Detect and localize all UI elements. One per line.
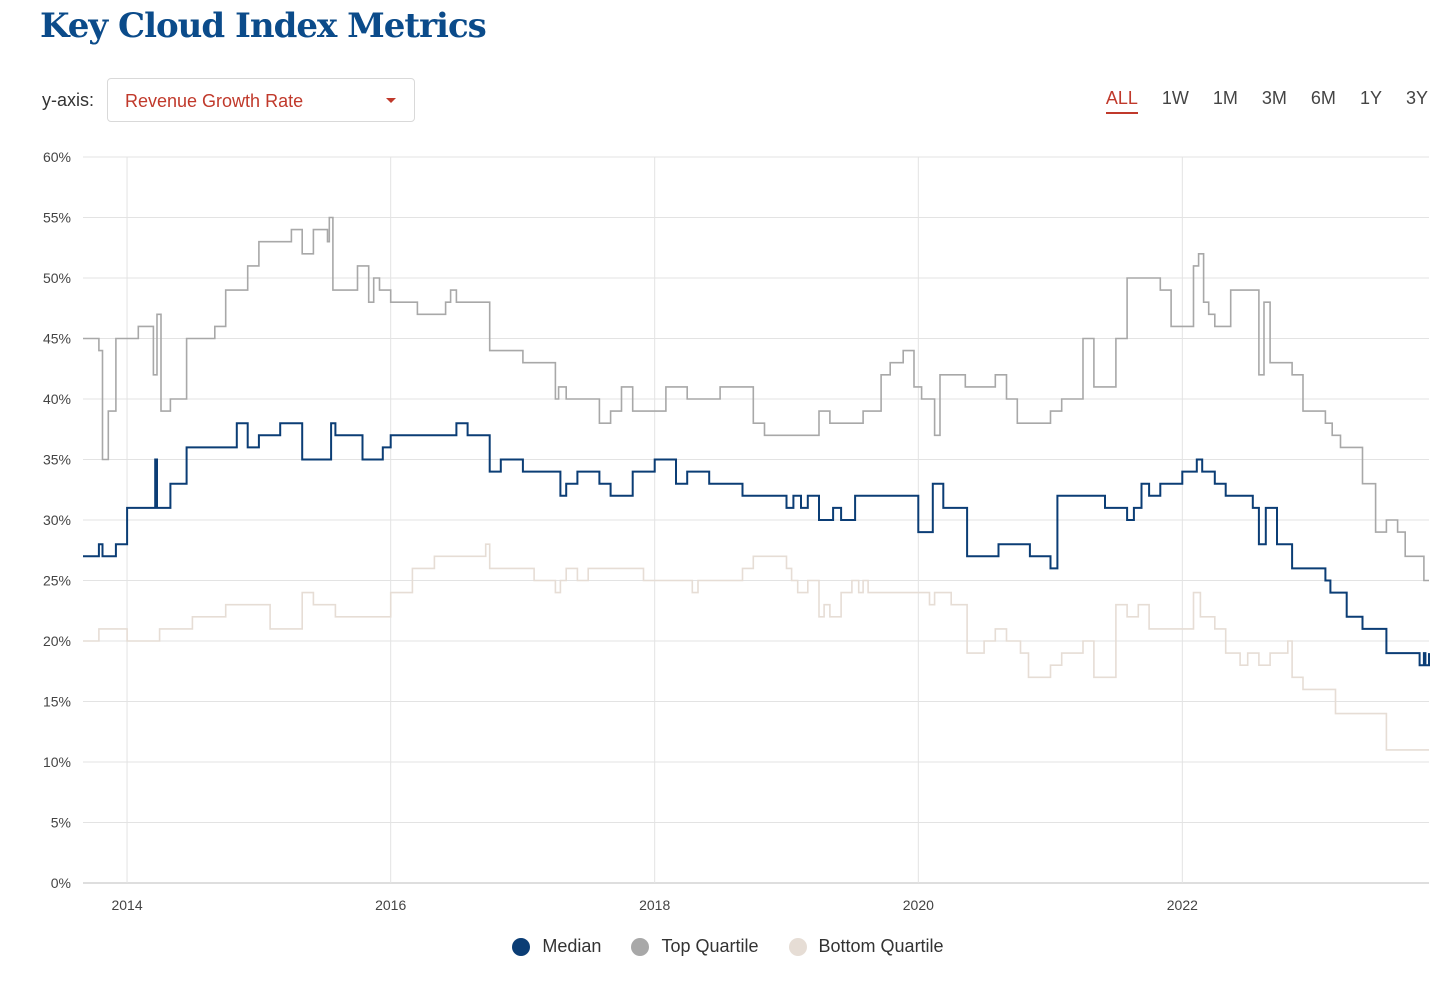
y-tick-label: 30% [43,512,71,528]
chart-series [83,216,1430,751]
y-tick-label: 0% [51,875,71,891]
y-tick-label: 60% [43,149,71,165]
legend-item-bottom-quartile[interactable]: Bottom Quartile [788,936,944,957]
x-axis-tick-labels: 2014 2016 2018 2020 2022 [111,897,1198,913]
y-axis-tick-labels: 0% 5% 10% 15% 20% 25% 30% 35% 40% 45% 50% 55% 60% [43,149,71,891]
y-tick-label: 40% [43,391,71,407]
legend-item-median[interactable]: Median [512,936,601,957]
series-line-bottom-quartile[interactable] [83,543,1429,751]
legend-marker-top-quartile [631,937,650,956]
y-tick-label: 10% [43,754,71,770]
legend-item-top-quartile[interactable]: Top Quartile [631,936,759,957]
range-1w[interactable]: 1W [1161,88,1189,108]
y-tick-label: 35% [43,452,71,468]
y-tick-label: 20% [43,633,71,649]
chevron-down-icon [386,98,396,103]
legend-label-top-quartile: Top Quartile [661,936,759,956]
x-tick-label: 2022 [1167,897,1198,913]
x-tick-label: 2018 [639,897,670,913]
series-line-top-quartile[interactable] [83,216,1429,582]
range-3y[interactable]: 3Y [1405,88,1428,108]
y-tick-label: 5% [51,815,71,831]
range-all[interactable]: ALL [1105,88,1138,114]
y-tick-label: 55% [43,210,71,226]
range-3m[interactable]: 3M [1261,88,1287,108]
y-tick-label: 15% [43,694,71,710]
legend-marker-bottom-quartile [788,937,807,956]
range-1m[interactable]: 1M [1212,88,1238,108]
chart-legend: Median Top Quartile Bottom Quartile [0,936,1456,957]
legend-label-bottom-quartile: Bottom Quartile [818,936,944,956]
range-1y[interactable]: 1Y [1359,88,1382,108]
legend-label-median: Median [542,936,602,956]
y-axis-metric-value: Revenue Growth Rate [125,91,304,111]
y-axis-metric-dropdown[interactable]: Revenue Growth Rate [107,78,415,122]
line-chart: 0% 5% 10% 15% 20% 25% 30% 35% 40% 45% 50% 55% 60% 20… [43,149,1430,913]
x-tick-label: 2016 [375,897,406,913]
y-tick-label: 50% [43,270,71,286]
horizontal-gridlines [83,156,1429,884]
series-line-median[interactable] [83,422,1430,667]
x-tick-label: 2020 [903,897,934,913]
range-6m[interactable]: 6M [1310,88,1336,108]
y-axis-selector-label: y-axis: [42,90,95,110]
y-tick-label: 45% [43,331,71,347]
x-tick-label: 2014 [111,897,142,913]
y-tick-label: 25% [43,573,71,589]
legend-marker-median [512,937,531,956]
page-title: Key Cloud Index Metrics [40,6,487,46]
time-range-selector: ALL 1W 1M 3M 6M 1Y 3Y [1105,88,1428,114]
